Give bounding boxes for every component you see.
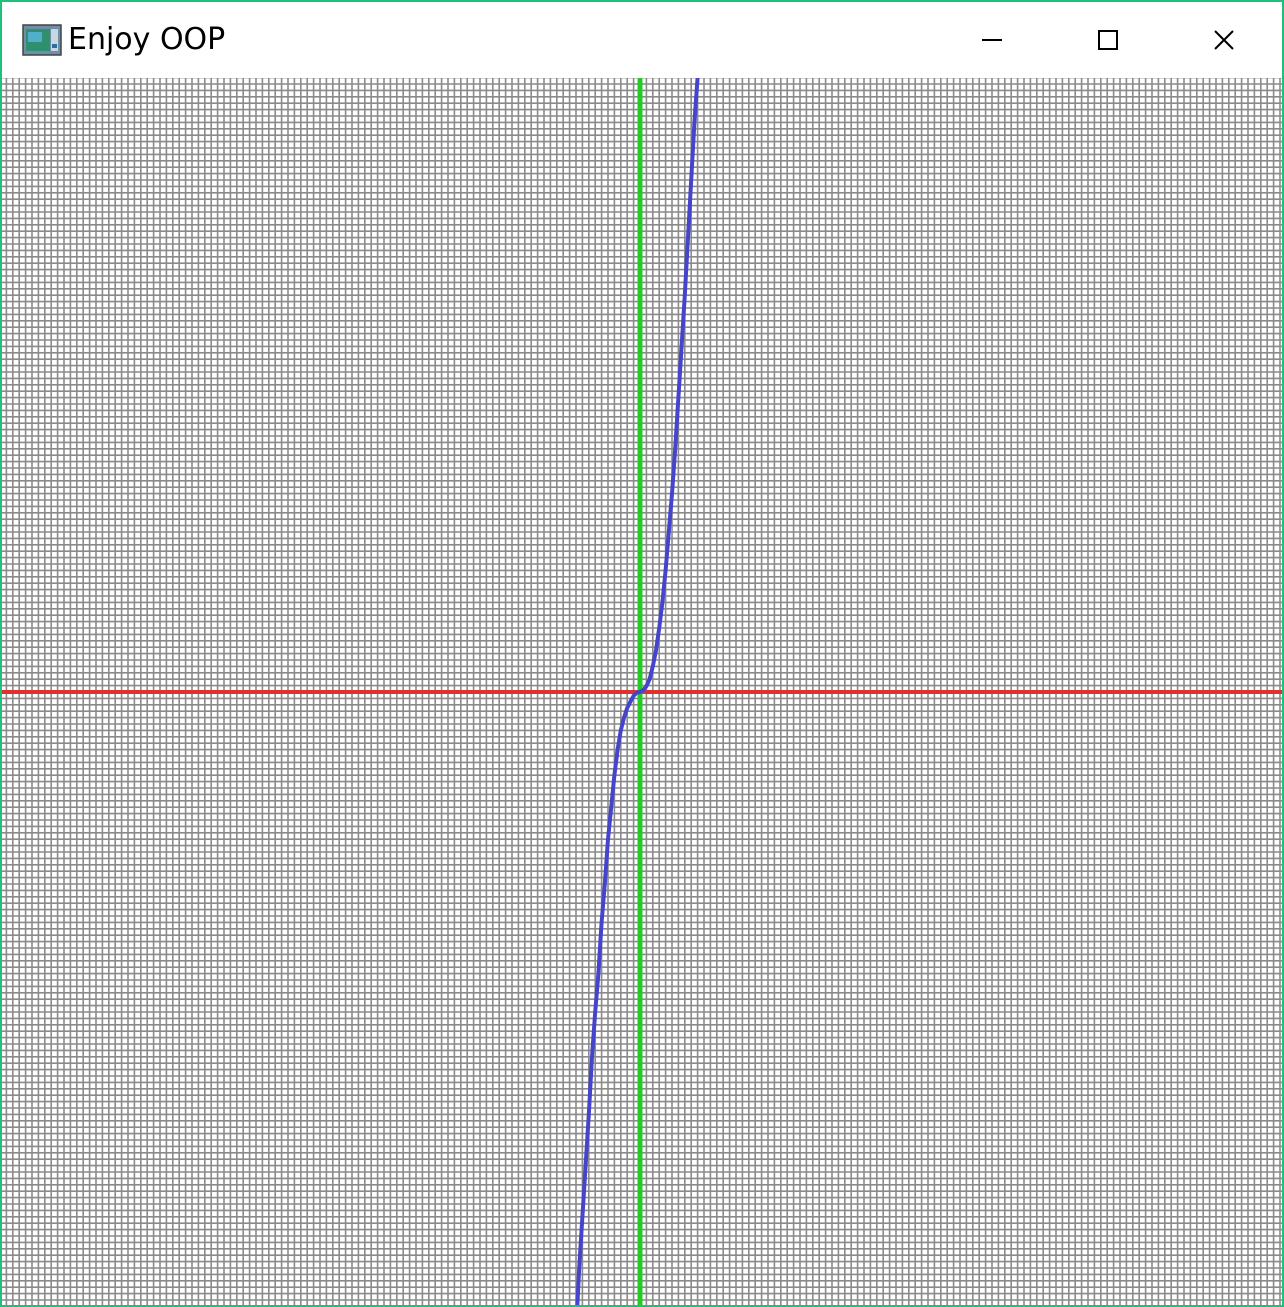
title-bar[interactable]: Enjoy OOP: [2, 2, 1282, 78]
close-icon: [1214, 30, 1234, 50]
function-curve: [575, 78, 700, 1305]
minimize-icon: [982, 39, 1002, 41]
maximize-icon: [1098, 30, 1118, 50]
function-plot: [2, 78, 1282, 1305]
plot-area[interactable]: [2, 78, 1282, 1305]
app-window-icon: [22, 24, 62, 56]
window-title: Enjoy OOP: [68, 22, 226, 57]
minimize-button[interactable]: [934, 2, 1050, 78]
maximize-button[interactable]: [1050, 2, 1166, 78]
close-button[interactable]: [1166, 2, 1282, 78]
